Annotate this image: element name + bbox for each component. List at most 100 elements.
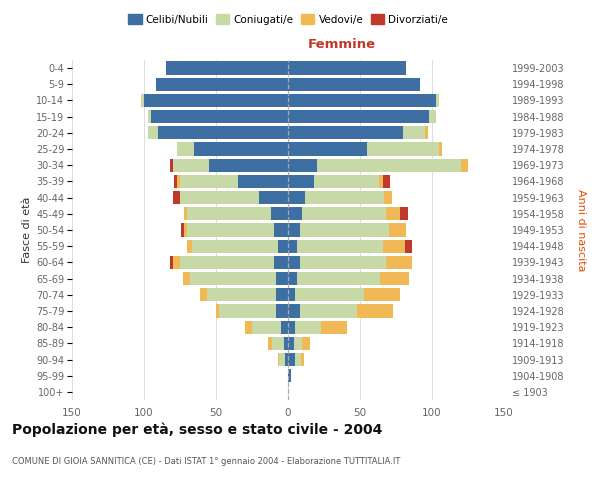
Bar: [274, 224, 288, 236]
Bar: [364, 288, 400, 302]
Bar: [357, 304, 393, 318]
Bar: [252, 320, 281, 334]
Bar: [274, 256, 288, 269]
Bar: [294, 336, 302, 350]
Bar: [277, 272, 288, 285]
Bar: [144, 94, 288, 107]
Bar: [177, 175, 180, 188]
Bar: [288, 78, 421, 91]
Bar: [191, 240, 278, 253]
Bar: [277, 288, 288, 302]
Bar: [173, 191, 180, 204]
Bar: [148, 126, 158, 140]
Bar: [187, 224, 274, 236]
Bar: [379, 175, 383, 188]
Bar: [288, 224, 299, 236]
Y-axis label: Fasce di età: Fasce di età: [22, 197, 32, 263]
Bar: [141, 94, 144, 107]
Bar: [187, 240, 191, 253]
Bar: [166, 62, 288, 74]
Bar: [288, 336, 294, 350]
Bar: [439, 142, 442, 156]
Bar: [180, 191, 259, 204]
Bar: [278, 240, 288, 253]
Bar: [321, 320, 347, 334]
Bar: [284, 336, 288, 350]
Bar: [367, 142, 439, 156]
Bar: [272, 336, 284, 350]
Bar: [180, 256, 274, 269]
Bar: [314, 175, 379, 188]
Bar: [184, 207, 187, 220]
Bar: [288, 353, 295, 366]
Bar: [301, 353, 304, 366]
Bar: [400, 207, 407, 220]
Bar: [183, 272, 190, 285]
Bar: [302, 336, 310, 350]
Bar: [288, 62, 406, 74]
Bar: [461, 158, 468, 172]
Bar: [219, 304, 277, 318]
Bar: [380, 272, 409, 285]
Bar: [305, 191, 385, 204]
Y-axis label: Anni di nascita: Anni di nascita: [575, 188, 586, 271]
Text: Femmine: Femmine: [308, 38, 376, 52]
Bar: [170, 256, 173, 269]
Bar: [190, 272, 277, 285]
Bar: [389, 224, 406, 236]
Bar: [173, 158, 209, 172]
Bar: [280, 353, 285, 366]
Bar: [238, 175, 288, 188]
Bar: [288, 158, 317, 172]
Bar: [170, 158, 173, 172]
Bar: [194, 142, 288, 156]
Bar: [278, 353, 280, 366]
Bar: [174, 175, 177, 188]
Bar: [216, 304, 219, 318]
Bar: [208, 288, 277, 302]
Bar: [180, 175, 238, 188]
Bar: [288, 191, 305, 204]
Bar: [288, 320, 295, 334]
Bar: [299, 224, 389, 236]
Bar: [288, 256, 299, 269]
Bar: [425, 126, 428, 140]
Bar: [245, 320, 252, 334]
Bar: [288, 369, 291, 382]
Bar: [436, 94, 439, 107]
Bar: [288, 110, 429, 124]
Bar: [296, 240, 383, 253]
Text: Popolazione per età, sesso e stato civile - 2004: Popolazione per età, sesso e stato civil…: [12, 422, 382, 437]
Legend: Celibi/Nubili, Coniugati/e, Vedovi/e, Divorziati/e: Celibi/Nubili, Coniugati/e, Vedovi/e, Di…: [124, 10, 452, 29]
Bar: [151, 110, 288, 124]
Bar: [403, 126, 425, 140]
Bar: [404, 240, 412, 253]
Bar: [288, 304, 299, 318]
Bar: [288, 94, 436, 107]
Bar: [155, 78, 288, 91]
Bar: [429, 110, 436, 124]
Bar: [200, 288, 208, 302]
Bar: [299, 304, 357, 318]
Bar: [295, 288, 364, 302]
Bar: [173, 256, 180, 269]
Bar: [383, 240, 404, 253]
Bar: [271, 207, 288, 220]
Bar: [285, 353, 288, 366]
Bar: [296, 272, 380, 285]
Bar: [386, 207, 400, 220]
Bar: [158, 126, 288, 140]
Bar: [385, 191, 392, 204]
Bar: [259, 191, 288, 204]
Bar: [295, 320, 321, 334]
Bar: [288, 288, 295, 302]
Bar: [288, 175, 314, 188]
Bar: [187, 207, 271, 220]
Bar: [288, 207, 302, 220]
Bar: [177, 142, 194, 156]
Bar: [317, 158, 461, 172]
Bar: [209, 158, 288, 172]
Bar: [288, 142, 367, 156]
Bar: [383, 175, 390, 188]
Bar: [295, 353, 301, 366]
